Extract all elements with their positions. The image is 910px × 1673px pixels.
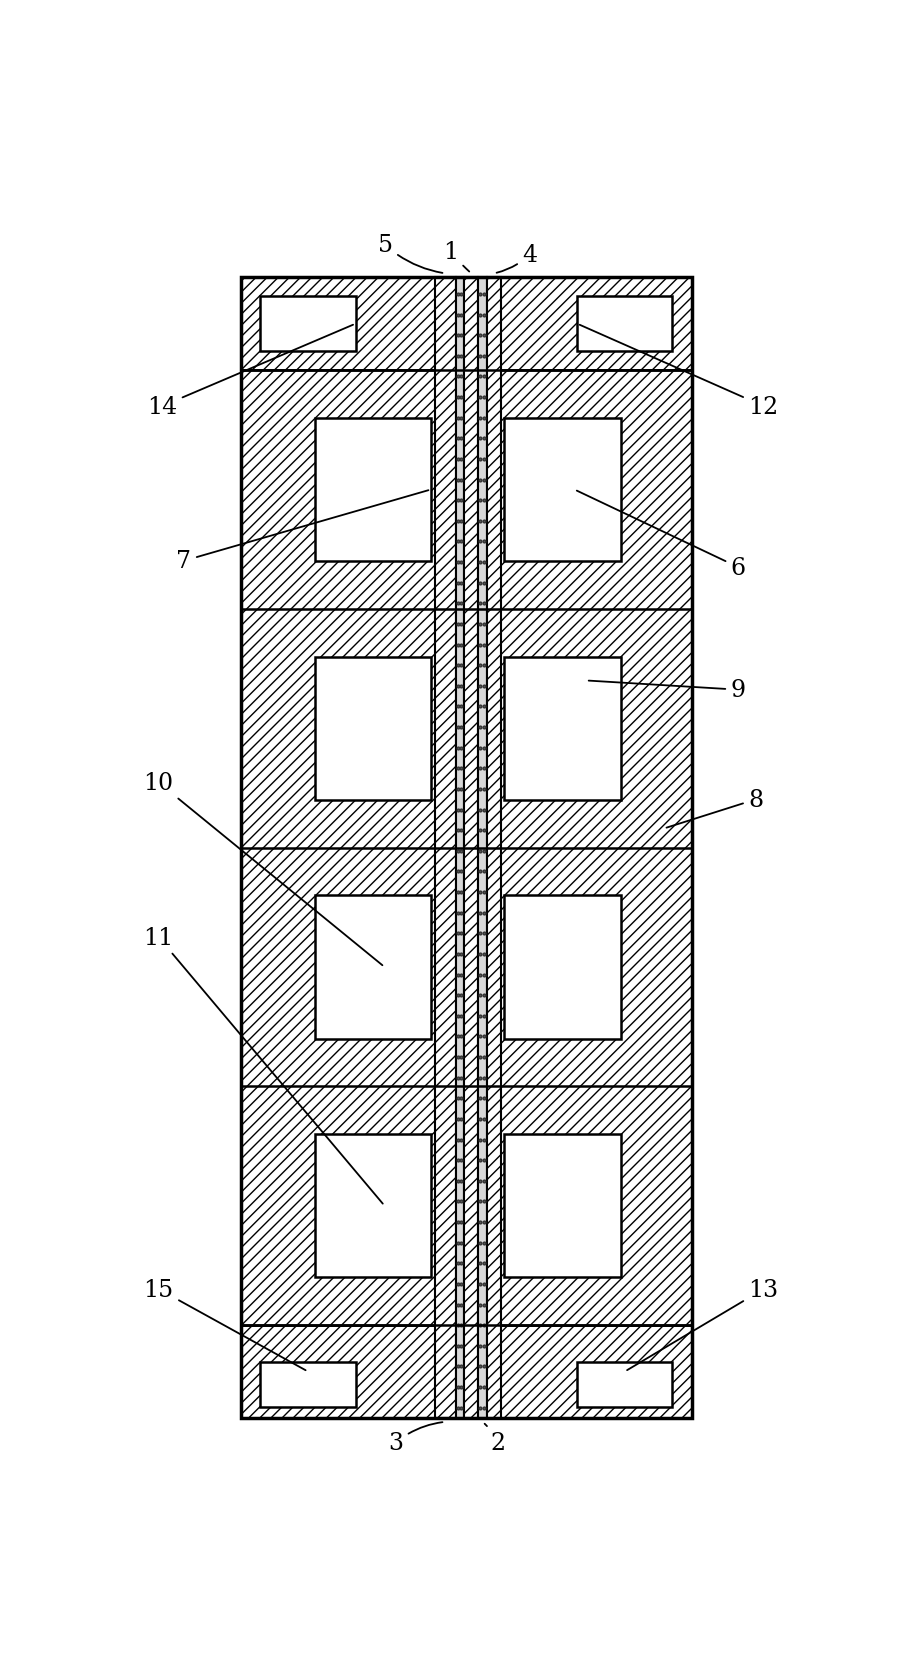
Text: 3: 3 [389, 1422, 442, 1454]
Bar [240, 278, 693, 1419]
Text: 6: 6 [577, 492, 746, 579]
Bar [577, 296, 672, 353]
Bar [315, 657, 431, 800]
Text: 13: 13 [627, 1278, 779, 1370]
Bar [240, 371, 693, 1325]
Bar [240, 278, 693, 371]
Bar [504, 418, 621, 562]
Bar [260, 296, 356, 353]
Bar [504, 1134, 621, 1278]
Bar [260, 1362, 356, 1407]
Bar [504, 657, 621, 800]
Bar [240, 1325, 693, 1419]
Bar [456, 278, 464, 1419]
Text: 14: 14 [147, 326, 353, 418]
Bar [504, 895, 621, 1039]
Bar [435, 278, 456, 1419]
Text: 1: 1 [443, 241, 470, 273]
Text: 10: 10 [144, 771, 382, 965]
Bar [315, 1134, 431, 1278]
Text: 2: 2 [485, 1424, 506, 1454]
Text: 11: 11 [144, 927, 383, 1205]
Text: 12: 12 [580, 326, 779, 418]
Bar [577, 1362, 672, 1407]
Bar [315, 418, 431, 562]
Text: 15: 15 [144, 1278, 306, 1370]
Bar [315, 895, 431, 1039]
Bar [479, 278, 487, 1419]
Bar [487, 278, 501, 1419]
Text: 4: 4 [497, 243, 538, 274]
Text: 5: 5 [378, 234, 442, 274]
Text: 9: 9 [589, 679, 746, 701]
Text: 7: 7 [177, 490, 429, 572]
Text: 8: 8 [666, 788, 763, 828]
Bar [464, 278, 479, 1419]
